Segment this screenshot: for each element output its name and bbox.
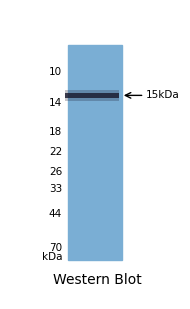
Bar [65,90,120,100]
Bar [65,92,120,98]
Text: 10: 10 [49,66,62,77]
Text: 33: 33 [49,184,62,194]
Text: 15kDa: 15kDa [146,90,180,100]
Bar [68,45,122,260]
Text: 70: 70 [49,243,62,253]
Text: 44: 44 [49,209,62,219]
Text: 14: 14 [49,98,62,108]
Text: Western Blot: Western Blot [53,273,142,287]
Text: 22: 22 [49,147,62,158]
Text: 26: 26 [49,167,62,176]
Text: kDa: kDa [42,252,62,262]
Text: 18: 18 [49,127,62,137]
